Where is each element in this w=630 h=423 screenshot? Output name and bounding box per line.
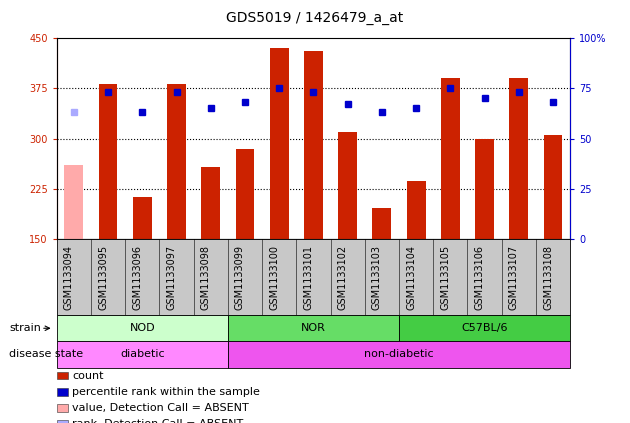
Text: count: count bbox=[72, 371, 104, 381]
Bar bbox=[338, 132, 357, 239]
Text: non-diabetic: non-diabetic bbox=[364, 349, 434, 360]
Text: GSM1133100: GSM1133100 bbox=[269, 244, 279, 310]
Text: GSM1133097: GSM1133097 bbox=[166, 244, 176, 310]
Text: percentile rank within the sample: percentile rank within the sample bbox=[72, 387, 260, 397]
Text: GSM1133096: GSM1133096 bbox=[132, 244, 142, 310]
Bar bbox=[167, 84, 186, 239]
Text: GSM1133098: GSM1133098 bbox=[201, 244, 210, 310]
Text: GSM1133105: GSM1133105 bbox=[440, 244, 450, 310]
Text: GSM1133102: GSM1133102 bbox=[338, 244, 348, 310]
Text: GSM1133104: GSM1133104 bbox=[406, 244, 416, 310]
Text: value, Detection Call = ABSENT: value, Detection Call = ABSENT bbox=[72, 403, 249, 413]
Bar bbox=[475, 139, 494, 239]
Bar bbox=[441, 78, 460, 239]
Bar bbox=[270, 48, 289, 239]
Text: diabetic: diabetic bbox=[120, 349, 164, 360]
Text: GSM1133106: GSM1133106 bbox=[474, 244, 484, 310]
Text: C57BL/6: C57BL/6 bbox=[461, 323, 508, 333]
Text: GSM1133107: GSM1133107 bbox=[509, 244, 518, 310]
Bar bbox=[407, 181, 425, 239]
Text: GSM1133095: GSM1133095 bbox=[98, 244, 108, 310]
Text: disease state: disease state bbox=[9, 349, 84, 360]
Bar bbox=[202, 167, 220, 239]
Bar bbox=[236, 148, 255, 239]
Bar bbox=[64, 165, 83, 239]
Text: GSM1133108: GSM1133108 bbox=[543, 244, 553, 310]
Text: GDS5019 / 1426479_a_at: GDS5019 / 1426479_a_at bbox=[226, 11, 404, 25]
Text: NOD: NOD bbox=[129, 323, 155, 333]
Bar bbox=[372, 208, 391, 239]
Text: GSM1133094: GSM1133094 bbox=[64, 244, 74, 310]
Text: NOR: NOR bbox=[301, 323, 326, 333]
Text: rank, Detection Call = ABSENT: rank, Detection Call = ABSENT bbox=[72, 419, 244, 423]
Text: GSM1133099: GSM1133099 bbox=[235, 244, 245, 310]
Text: GSM1133101: GSM1133101 bbox=[304, 244, 314, 310]
Bar bbox=[99, 84, 117, 239]
Text: strain: strain bbox=[9, 323, 42, 333]
Bar bbox=[304, 52, 323, 239]
Bar bbox=[544, 135, 563, 239]
Bar bbox=[510, 78, 528, 239]
Bar bbox=[133, 197, 152, 239]
Text: GSM1133103: GSM1133103 bbox=[372, 244, 382, 310]
